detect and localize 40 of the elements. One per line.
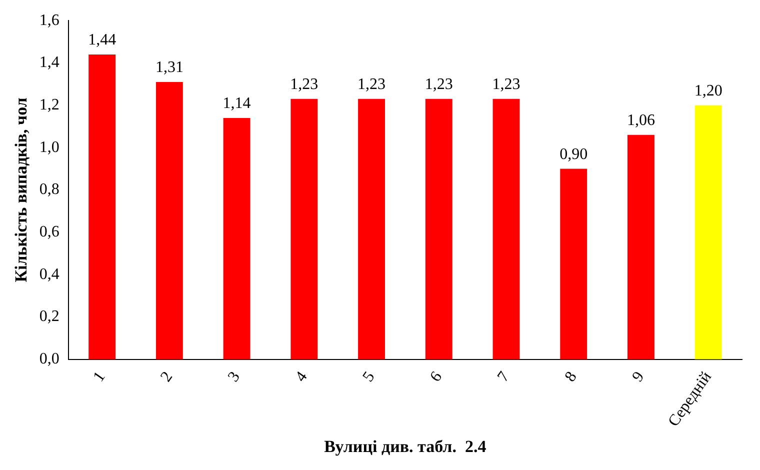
data-label: 1,23	[424, 76, 453, 94]
y-tick-label: 1,6	[39, 12, 60, 29]
data-label: 1,20	[694, 82, 722, 100]
bar	[358, 98, 385, 360]
data-label: 1,23	[290, 76, 318, 94]
data-label: 1,31	[155, 59, 184, 76]
y-tick-label: 0,4	[39, 266, 60, 283]
y-tick-label: 1,2	[39, 96, 60, 114]
bar	[694, 105, 722, 360]
x-tick-label: 6	[427, 368, 446, 386]
bar	[627, 134, 654, 360]
x-tick-label: 5	[360, 368, 378, 386]
y-tick-label: 1,4	[39, 54, 60, 72]
x-tick-label: 3	[225, 368, 244, 386]
y-tick-label: 0,6	[39, 224, 60, 241]
data-label: 1,23	[358, 76, 386, 94]
x-tick-label: 9	[629, 368, 648, 386]
x-tick-label: 2	[158, 368, 176, 386]
bar	[492, 98, 520, 360]
y-tick-label: 0,0	[39, 350, 60, 368]
bar	[156, 82, 183, 360]
x-tick-label: 7	[494, 368, 513, 386]
x-axis-title: Вулиці див. табл. 2.4	[324, 437, 487, 456]
data-label: 1,14	[222, 95, 251, 112]
data-label: 0,90	[560, 146, 588, 163]
bar	[88, 54, 116, 360]
y-axis-title: Кількість випадків, чол	[12, 97, 31, 282]
x-tick-label: 4	[292, 368, 311, 386]
bar	[425, 98, 452, 360]
bar	[560, 168, 588, 360]
x-tick-label: 1	[90, 368, 109, 386]
y-tick-label: 0,8	[39, 181, 60, 198]
x-tick-label: 8	[562, 368, 580, 386]
data-label: 1,23	[492, 76, 520, 94]
y-tick-label: 0,2	[39, 308, 60, 326]
bar	[223, 118, 250, 360]
bar	[290, 98, 318, 360]
data-label: 1,06	[626, 112, 655, 130]
data-label: 1,44	[88, 32, 116, 49]
y-tick-label: 1,0	[39, 138, 60, 156]
